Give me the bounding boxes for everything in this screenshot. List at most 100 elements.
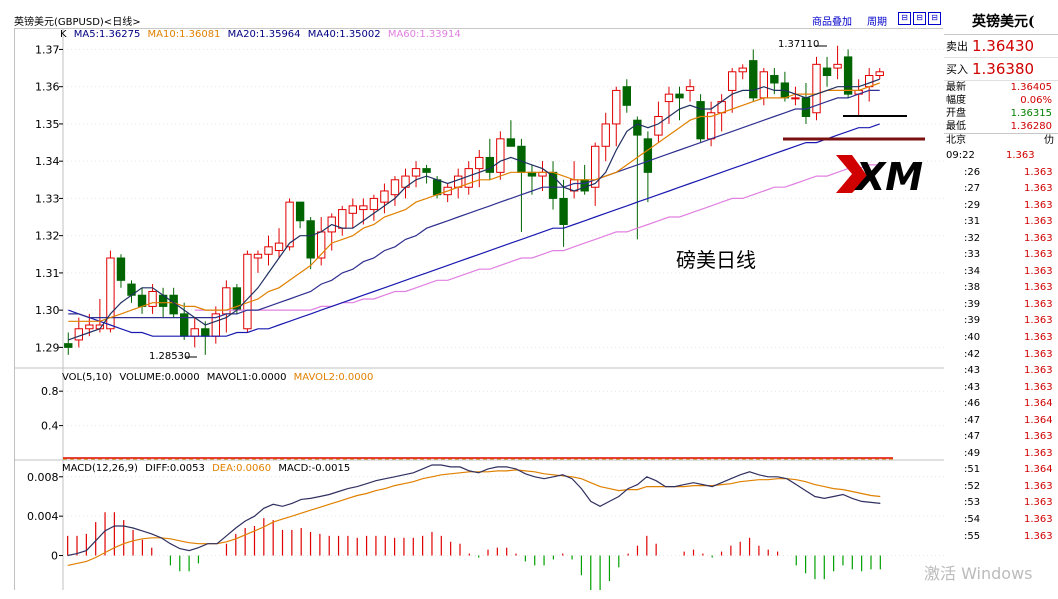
tick-row[interactable]: :51 1.364 <box>944 462 1058 479</box>
tick-price: 1.363 <box>1024 480 1053 492</box>
tick-row[interactable]: :47 1.363 <box>944 429 1058 446</box>
buy-label: 买入 <box>946 63 968 76</box>
volume-legend: VOL(5,10) VOLUME:0.0000 MAVOL1:0.0000 MA… <box>62 372 377 383</box>
tick-time: :46 <box>964 398 981 410</box>
tick-row[interactable]: :49 1.363 <box>944 446 1058 463</box>
ma60-line <box>194 164 880 311</box>
tick-row[interactable]: :43 1.363 <box>944 380 1058 397</box>
candle-body <box>791 97 800 100</box>
overlay-menu-link[interactable]: 商品叠加 <box>812 17 852 28</box>
candle-body <box>274 242 284 252</box>
candle-body <box>622 86 631 106</box>
tick-row[interactable]: :40 1.363 <box>944 330 1058 347</box>
y-tick-label: 1.32 <box>35 230 60 243</box>
tick-row[interactable]: :38 1.363 <box>944 280 1058 297</box>
tick-price: 1.363 <box>1024 315 1053 327</box>
quote-stat-label: 幅度 <box>946 95 966 106</box>
y-tick-label: 1.33 <box>35 192 60 205</box>
tick-row[interactable]: :47 1.364 <box>944 413 1058 430</box>
candle-body <box>306 220 315 259</box>
buy-row[interactable]: 买入 1.36380 <box>944 58 1058 81</box>
y-tick-label: 0.008 <box>27 471 59 484</box>
candle-body <box>359 205 368 211</box>
tick-row[interactable]: :32 1.363 <box>944 231 1058 248</box>
candle-body <box>801 97 811 117</box>
sell-row[interactable]: 卖出 1.36430 <box>944 35 1058 58</box>
quote-stat-value: 1.36405 <box>1010 82 1052 93</box>
tick-row[interactable]: :54 1.363 <box>944 512 1058 529</box>
macd-params-label: MACD(12,26,9) <box>62 463 138 474</box>
candle-body <box>517 145 526 173</box>
quote-stat-label: 最新 <box>946 82 966 93</box>
tick-row[interactable]: :42 1.363 <box>944 347 1058 364</box>
tick-time: :42 <box>964 348 981 360</box>
candle-body <box>738 67 747 73</box>
candle-body <box>411 168 421 177</box>
candle-body <box>664 93 674 103</box>
tick-time: :49 <box>964 447 981 459</box>
tick-row[interactable]: :26 1.363 <box>944 165 1058 182</box>
candle-body <box>390 179 400 196</box>
quote-stat-row: 最新 1.36405 <box>944 81 1058 94</box>
tick-price: 1.363 <box>1024 183 1053 195</box>
tick-row[interactable]: :46 1.364 <box>944 396 1058 413</box>
chart-svg[interactable]: 1.37 1.36 1.35 1.34 1.33 1.32 1.31 1.30 1.29 0.8 0… <box>15 28 944 590</box>
ma10-line <box>68 82 880 322</box>
tick-price: 1.363 <box>1024 497 1053 509</box>
diff-line <box>67 464 881 557</box>
tick-row[interactable]: :31 1.363 <box>944 214 1058 231</box>
tick-price: 1.363 <box>1024 332 1053 344</box>
tick-time: :34 <box>964 265 981 277</box>
y-tick-label: 1.29 <box>35 341 60 354</box>
ma40-label: MA40:1.35002 <box>307 29 381 40</box>
quote-panel-title: 英镑美元( <box>944 10 1058 35</box>
tick-row[interactable]: :53 1.363 <box>944 495 1058 512</box>
candle-body <box>190 328 199 337</box>
y-tick-label: 0.4 <box>41 420 59 433</box>
buy-price: 1.36380 <box>972 60 1035 78</box>
tick-price: 1.364 <box>1024 414 1053 426</box>
minimize-icon[interactable]: ⊟ <box>898 12 911 25</box>
quote-stat-value: 1.36315 <box>1010 108 1052 119</box>
candle-body <box>137 294 147 307</box>
tick-row[interactable]: :39 1.363 <box>944 297 1058 314</box>
tick-price: 1.363 <box>1024 216 1053 228</box>
tick-time: :43 <box>964 381 981 393</box>
quote-stat-value: 0.06% <box>1020 95 1052 106</box>
tick-list[interactable]: 09:22 1.363:26 1.363:27 1.363:29 1.363:31 1.3… <box>944 148 1058 545</box>
window-buttons: ⊟ ⊟ ⊟ <box>898 12 941 25</box>
period-menu-link[interactable]: 周期 <box>867 17 887 28</box>
tick-price: 1.363 <box>1024 530 1053 542</box>
ma10-label: MA10:1.36081 <box>147 29 221 40</box>
maximize-icon[interactable]: ⊟ <box>928 12 941 25</box>
tick-row[interactable]: :39 1.363 <box>944 313 1058 330</box>
tick-row[interactable]: :43 1.363 <box>944 363 1058 380</box>
tick-time: :47 <box>964 414 981 426</box>
candle-body <box>728 71 737 91</box>
y-tick-label: 0.8 <box>41 385 59 398</box>
tick-time: :54 <box>964 514 981 526</box>
tick-price: 1.363 <box>1024 298 1053 310</box>
tick-row[interactable]: 09:22 1.363 <box>944 148 1058 165</box>
tick-price: 1.363 <box>1024 348 1053 360</box>
ma60-label: MA60:1.33914 <box>387 29 461 40</box>
tick-price: 1.363 <box>1024 431 1053 443</box>
tick-price: 1.364 <box>1024 398 1053 410</box>
tick-row[interactable]: :52 1.363 <box>944 479 1058 496</box>
tick-row[interactable]: :27 1.363 <box>944 181 1058 198</box>
candle-body <box>696 101 705 140</box>
tick-row[interactable]: :29 1.363 <box>944 198 1058 215</box>
vol-label: VOL(5,10) <box>62 372 113 383</box>
tick-header-price: 仂 <box>1044 135 1054 146</box>
tick-time: :38 <box>964 282 981 294</box>
candle-body <box>243 253 252 330</box>
tick-row[interactable]: :55 1.363 <box>944 529 1058 546</box>
candle-body <box>85 324 94 330</box>
candle-body <box>875 71 884 77</box>
chart-title: 英镑美元(GBPUSD)<日线> <box>14 17 141 28</box>
tick-row[interactable]: :33 1.363 <box>944 247 1058 264</box>
tick-row[interactable]: :34 1.363 <box>944 264 1058 281</box>
tick-time: :52 <box>964 480 981 492</box>
restore-icon[interactable]: ⊟ <box>913 12 926 25</box>
candle-body <box>454 175 463 188</box>
